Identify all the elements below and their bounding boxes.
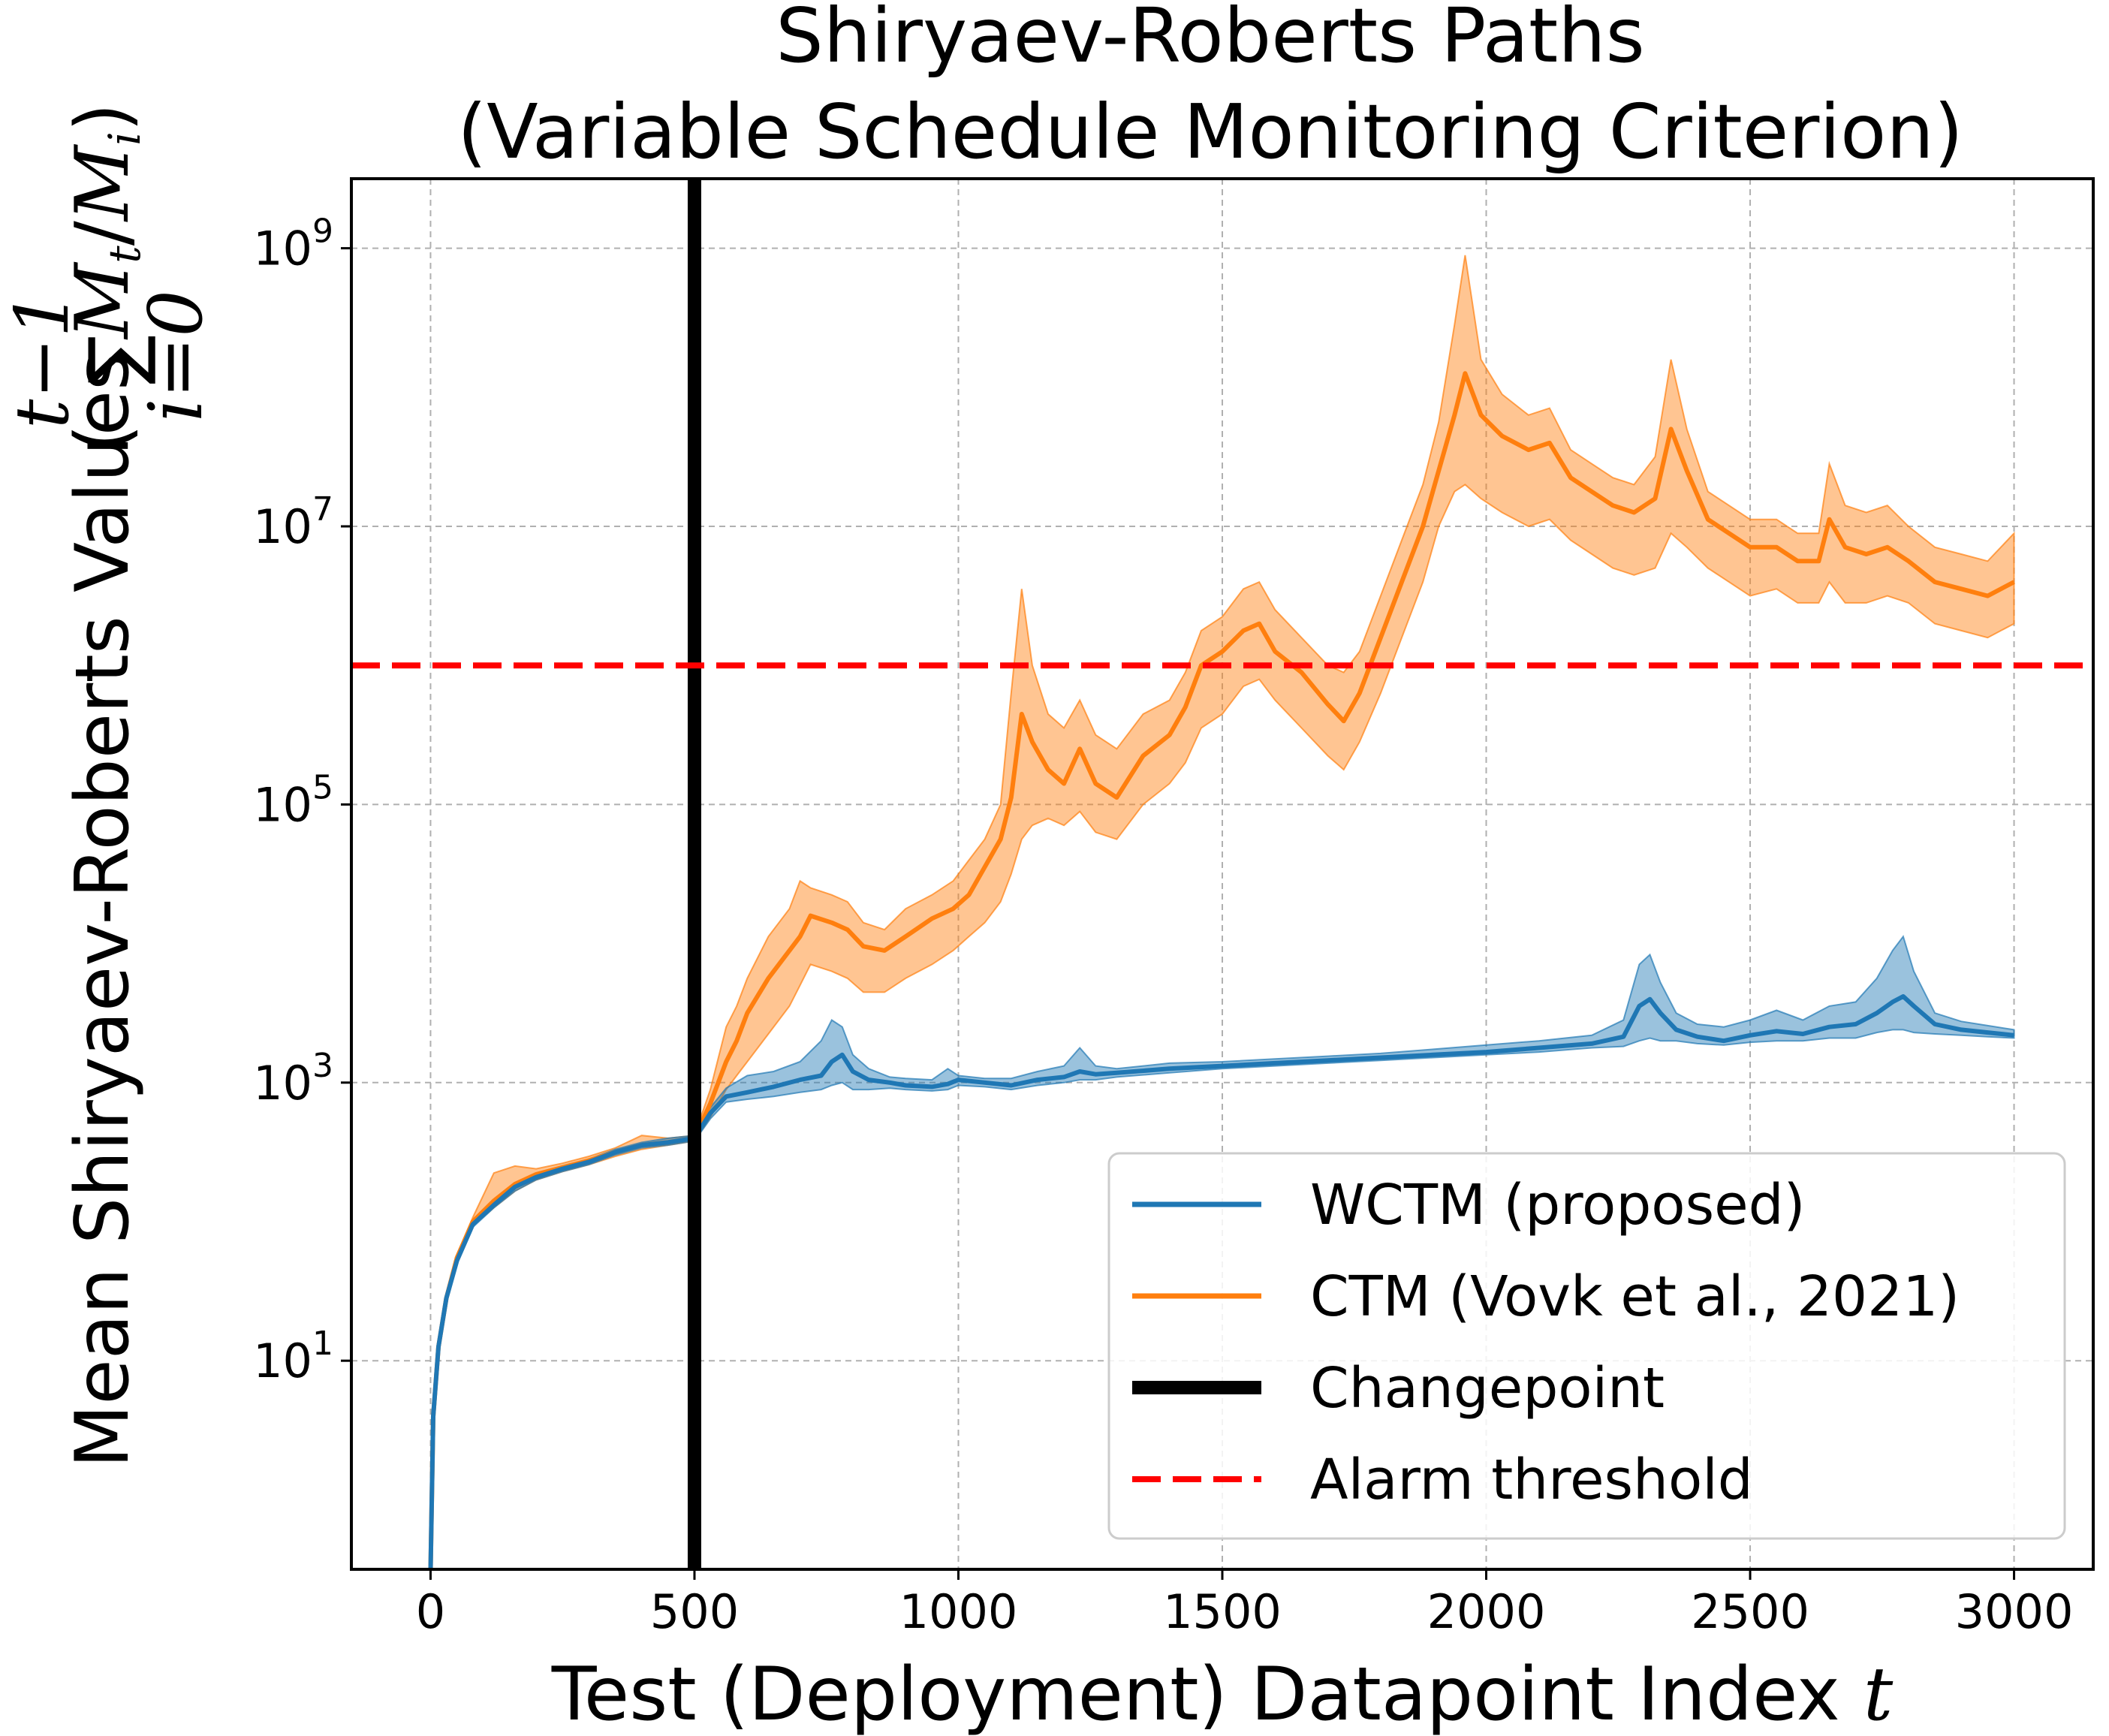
confidence-band-ctm (429, 255, 2015, 1570)
y-tick-label: 103 (253, 1047, 333, 1111)
y-tick-label: 109 (253, 212, 333, 276)
y-axis-label: Mean Shiryaev-Roberts Values ( ∑ t−1 i=0… (0, 103, 219, 1468)
y-tick-label: 101 (253, 1325, 333, 1388)
x-axis-ticks: 0 500 1000 1500 2000 2500 3000 (416, 1569, 2074, 1639)
legend: WCTM (proposed) CTM (Vovk et al., 2021) … (1107, 1152, 2066, 1540)
reference-lines (351, 179, 2093, 1569)
x-tick-label: 2000 (1427, 1584, 1546, 1639)
ylabel-sum-upper: t−1 (0, 291, 86, 429)
x-tick-label: 1500 (1163, 1584, 1282, 1639)
x-tick-label: 3000 (1955, 1584, 2074, 1639)
chart-title-line-2: (Variable Schedule Monitoring Criterion) (457, 88, 1963, 176)
y-tick-label: 107 (253, 490, 333, 554)
legend-label-ctm: CTM (Vovk et al., 2021) (1310, 1264, 1960, 1329)
x-tick-label: 1000 (899, 1584, 1018, 1639)
y-axis-ticks: 101 103 105 107 109 (253, 212, 351, 1388)
series-line-wctm (428, 994, 2014, 1570)
y-tick-label: 105 (253, 768, 333, 832)
legend-label-changepoint: Changepoint (1310, 1356, 1665, 1421)
legend-label-threshold: Alarm threshold (1310, 1448, 1753, 1512)
x-axis-label: Test (Deployment) Datapoint Index t (551, 1652, 1894, 1736)
legend-label-wctm: WCTM (proposed) (1310, 1173, 1806, 1237)
svg-text:Mt/Mi): Mt/Mi) (60, 103, 150, 340)
ylabel-sum-symbol: ∑ (74, 335, 159, 384)
chart-title-line-1: Shiryaev-Roberts Paths (776, 0, 1644, 80)
legend-box (1107, 1152, 2066, 1540)
x-tick-label: 2500 (1691, 1584, 1809, 1639)
x-tick-label: 0 (416, 1584, 445, 1639)
svg-text:(: ( (60, 424, 146, 453)
svg-text:Mean Shiryaev-Roberts Values: Mean Shiryaev-Roberts Values (60, 352, 146, 1468)
x-tick-label: 500 (650, 1584, 739, 1639)
ylabel-sum-lower: i=0 (134, 290, 219, 422)
